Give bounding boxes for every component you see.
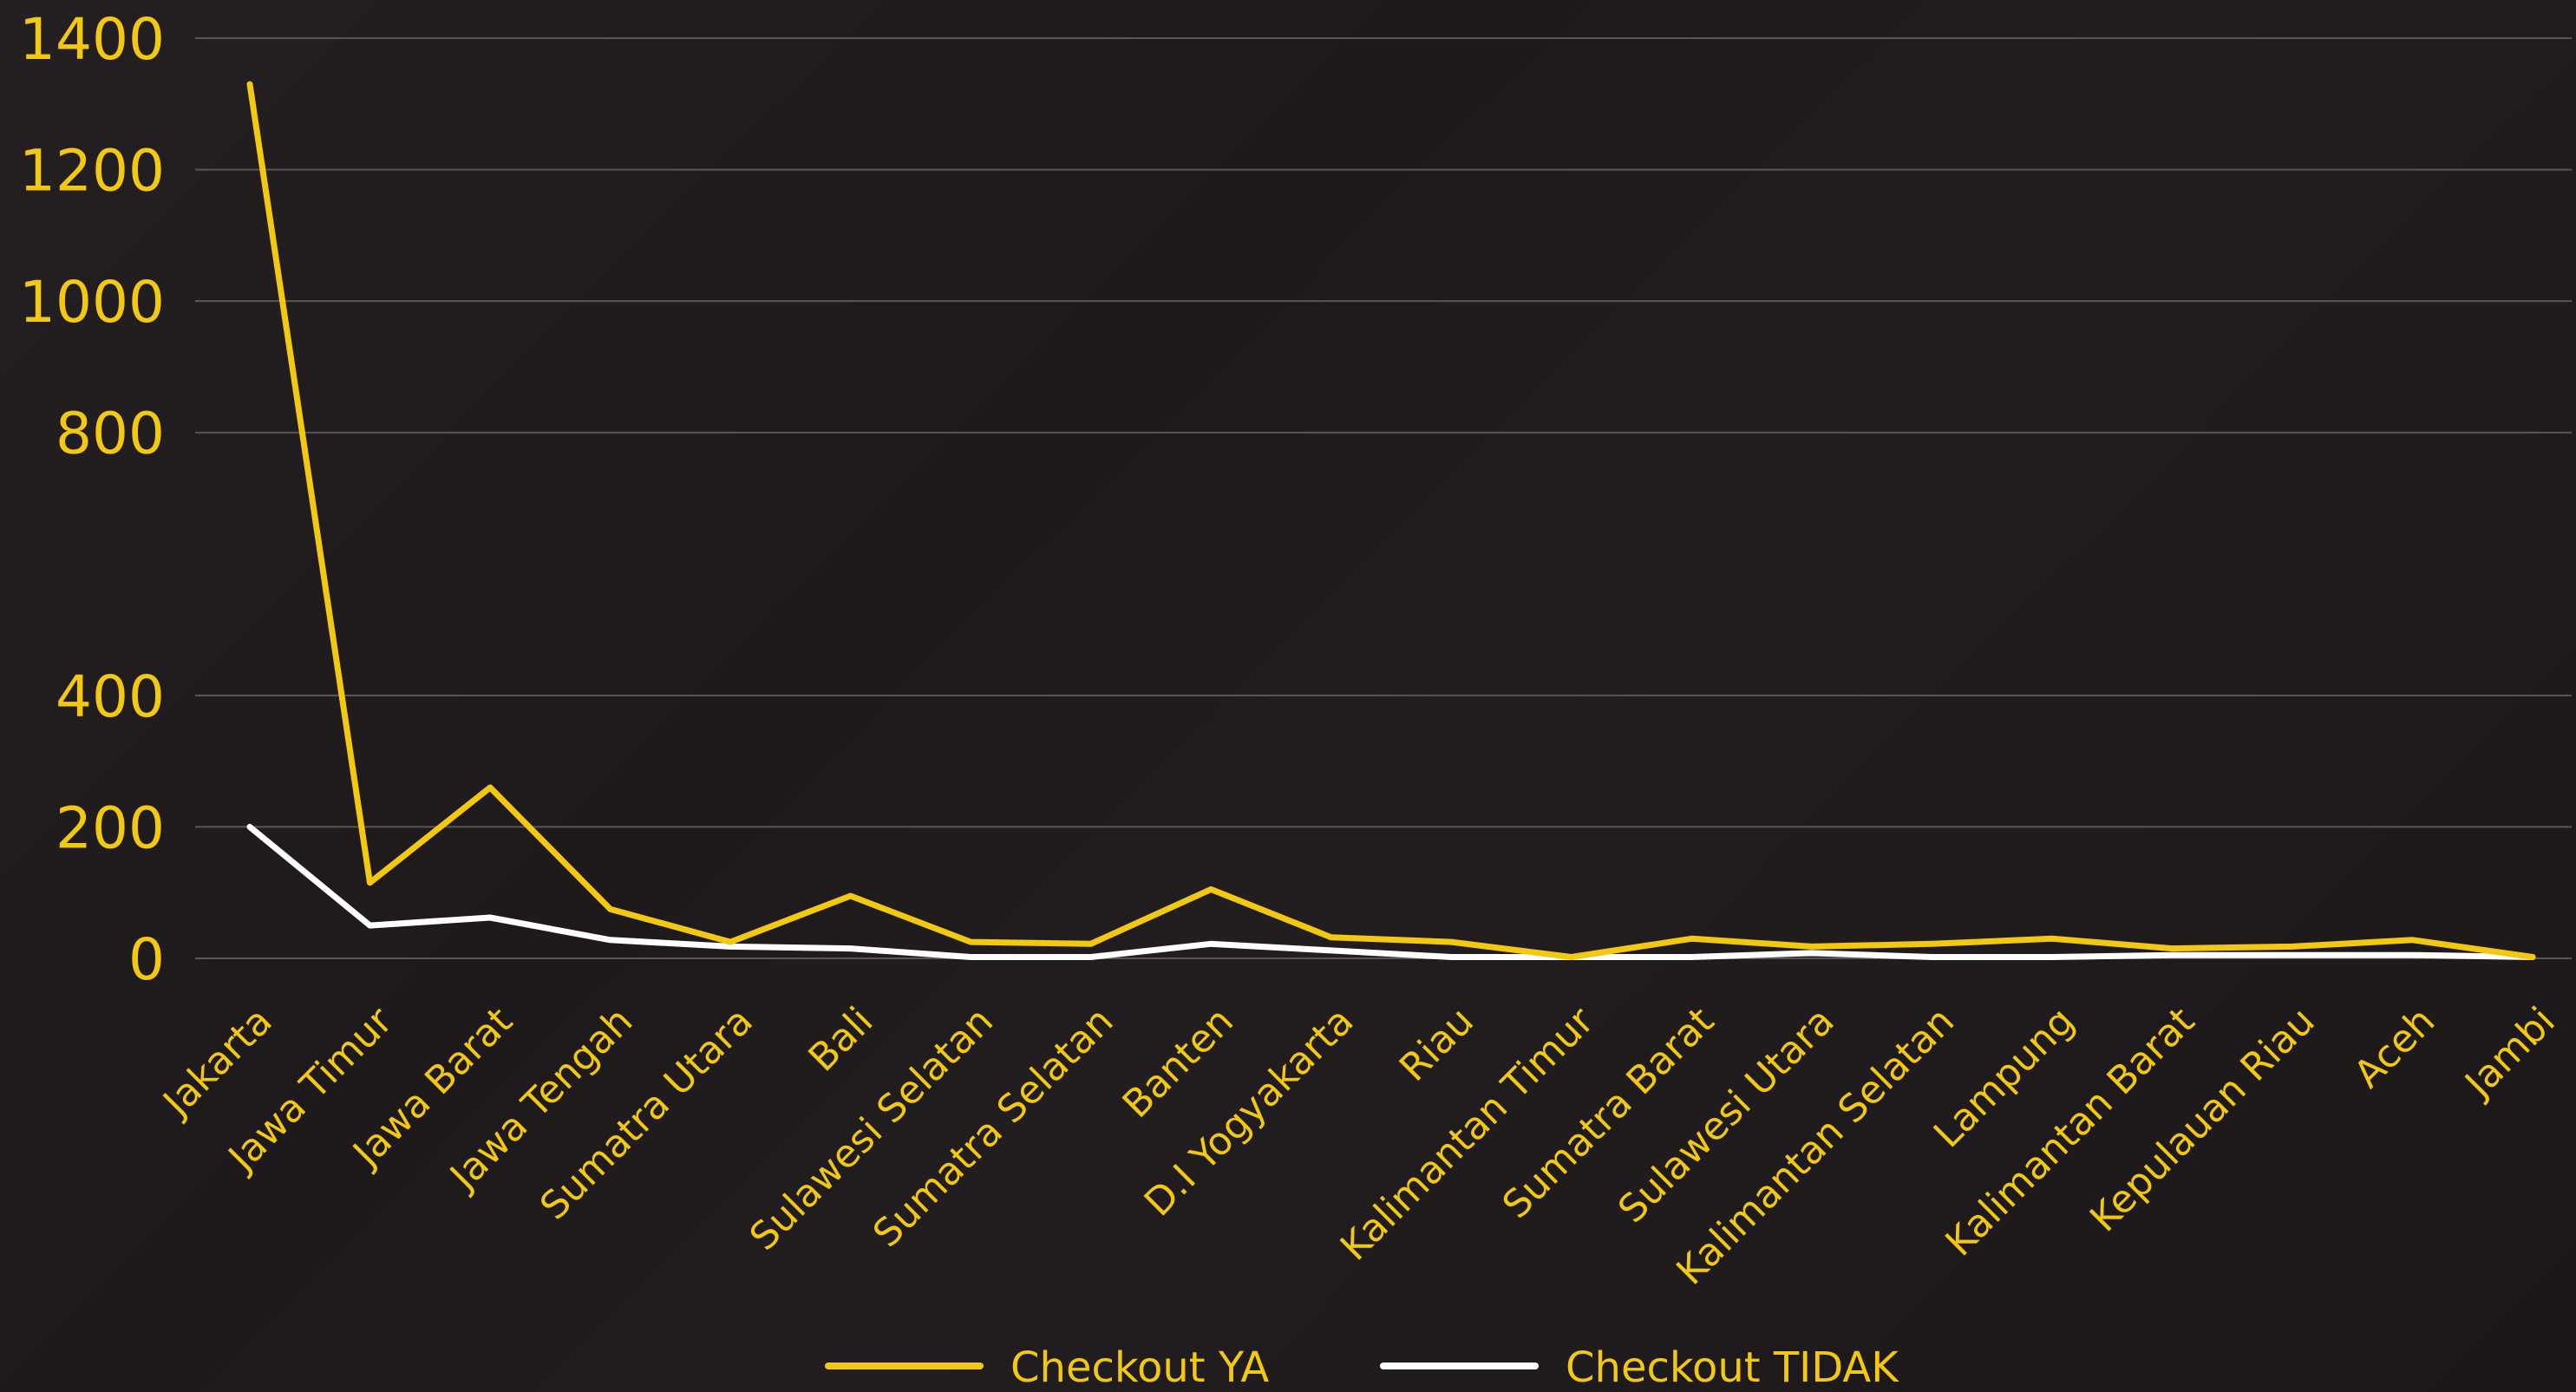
y-tick-label: 1000 [19, 269, 165, 336]
y-tick-label: 0 [128, 926, 165, 993]
x-tick-label: Riau [1391, 999, 1482, 1090]
series-line-1 [246, 823, 2536, 960]
y-tick-label: 1200 [19, 138, 165, 205]
x-tick-label: Bali [801, 999, 882, 1081]
y-tick-label: 200 [56, 794, 165, 861]
legend-label: Checkout YA [1010, 1343, 1269, 1392]
x-tick-label: Sulawesi Utara [1610, 999, 1842, 1232]
x-tick-label: Sumatra Barat [1494, 999, 1723, 1227]
gridlines [195, 37, 2572, 959]
legend: Checkout YA Checkout TIDAK [825, 1343, 1899, 1392]
y-tick-label: 800 [56, 401, 165, 467]
x-tick-label: Kepulauan Riau [2082, 999, 2324, 1241]
y-tick-label: 1400 [19, 6, 165, 73]
x-tick-label: Sumatra Utara [532, 999, 762, 1229]
x-tick-label: D.I Yogyakarta [1136, 999, 1363, 1225]
series-lines [246, 81, 2536, 960]
y-axis-ticks: 0 200 400 800 1000 1200 1400 [19, 6, 165, 993]
legend-label: Checkout TIDAK [1566, 1343, 1899, 1392]
x-tick-label: Aceh [2345, 999, 2443, 1097]
series-line-0 [246, 81, 2536, 960]
y-tick-label: 400 [56, 663, 165, 730]
x-tick-label: Jambi [2455, 999, 2564, 1108]
